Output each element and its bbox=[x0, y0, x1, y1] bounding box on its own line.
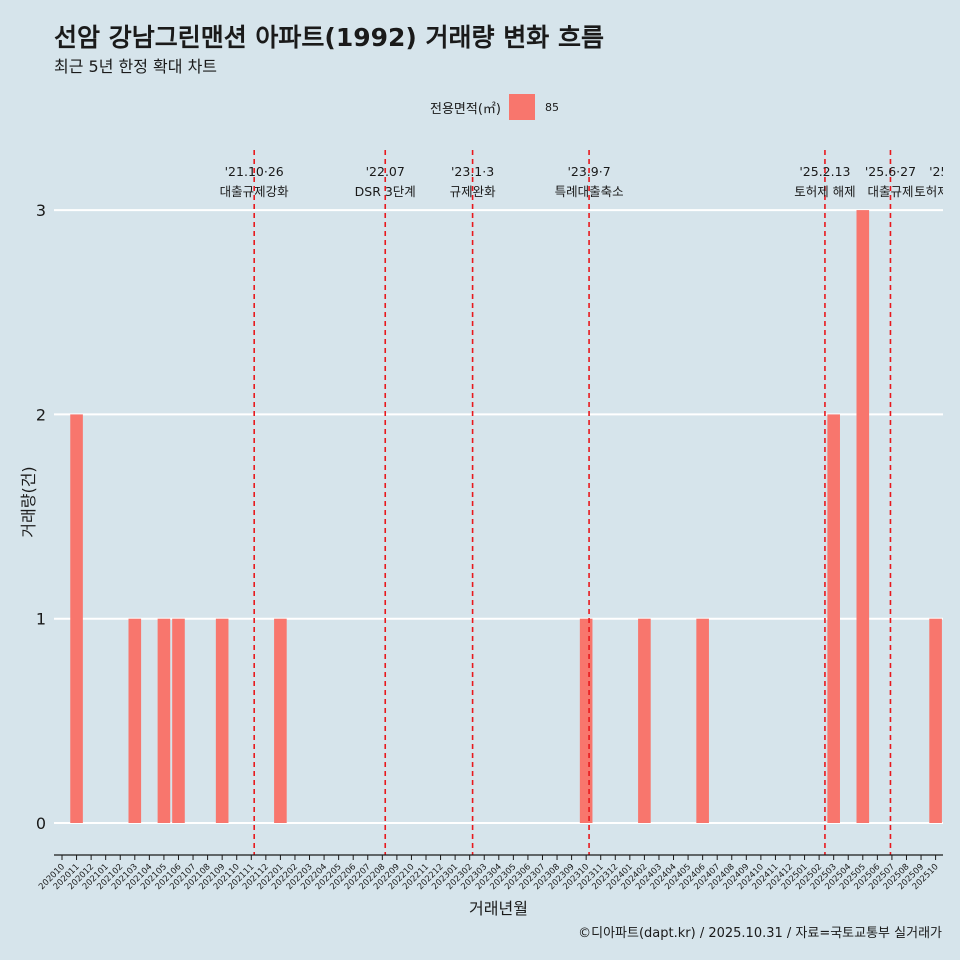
bar bbox=[856, 210, 870, 824]
bar bbox=[579, 618, 593, 823]
legend-label: 85 bbox=[544, 100, 559, 114]
annotation-date: '25.10 bbox=[929, 164, 960, 179]
annotation-label: 토허제재지정 bbox=[914, 184, 960, 199]
annotation-label: 대출규제강화 bbox=[220, 184, 290, 199]
bar bbox=[929, 618, 942, 823]
axes: 0123202010202011202012202101202102202103… bbox=[19, 201, 943, 918]
y-tick-label: 1 bbox=[36, 610, 46, 629]
annotation-label: 규제완화 bbox=[450, 184, 497, 199]
annotation-date: '23.1·3 bbox=[451, 164, 494, 179]
annotation-date: '25.6·27 bbox=[865, 164, 916, 179]
bar bbox=[638, 618, 651, 823]
source-caption: ©디아파트(dapt.kr) / 2025.10.31 / 자료=국토교통부 실… bbox=[578, 926, 942, 941]
bar bbox=[128, 618, 142, 823]
annotation-label: DSR 3단계 bbox=[355, 184, 416, 199]
grid bbox=[54, 209, 943, 824]
y-tick-label: 0 bbox=[36, 814, 46, 833]
annotation-label: 특례대출축소 bbox=[555, 184, 624, 199]
bar bbox=[696, 618, 709, 823]
annotation-date: '22.07 bbox=[366, 164, 405, 179]
chart-title: 선암 강남그린맨션 아파트(1992) 거래량 변화 흐름 bbox=[54, 23, 604, 52]
bar bbox=[157, 618, 171, 823]
annotation-label: 토허제 해제 bbox=[794, 184, 855, 199]
annotation-date: '23.9·7 bbox=[567, 164, 610, 179]
bar bbox=[215, 618, 229, 823]
legend-title: 전용면적(㎡) bbox=[430, 101, 501, 117]
legend-swatch bbox=[508, 94, 535, 120]
chart-subtitle: 최근 5년 한정 확대 차트 bbox=[54, 57, 218, 76]
bar bbox=[172, 618, 185, 823]
bar bbox=[274, 618, 287, 823]
annotation-date: '21.10·26 bbox=[225, 164, 284, 179]
annotation-label: 대출규제 bbox=[867, 184, 913, 199]
policy-annotations: '21.10·26 대출규제강화 '22.07 DSR 3단계 '23.1·3 규제완화 '… bbox=[220, 150, 960, 855]
x-axis-title: 거래년월 bbox=[469, 899, 528, 918]
bars bbox=[70, 210, 942, 824]
annotation-date: '25.2.13 bbox=[799, 164, 850, 179]
bar bbox=[70, 414, 83, 823]
legend: 전용면적(㎡) 85 bbox=[430, 94, 559, 120]
bar bbox=[827, 414, 840, 823]
y-tick-label: 3 bbox=[36, 201, 46, 220]
y-tick-label: 2 bbox=[36, 405, 46, 424]
y-axis-title: 거래량(건) bbox=[19, 466, 38, 537]
